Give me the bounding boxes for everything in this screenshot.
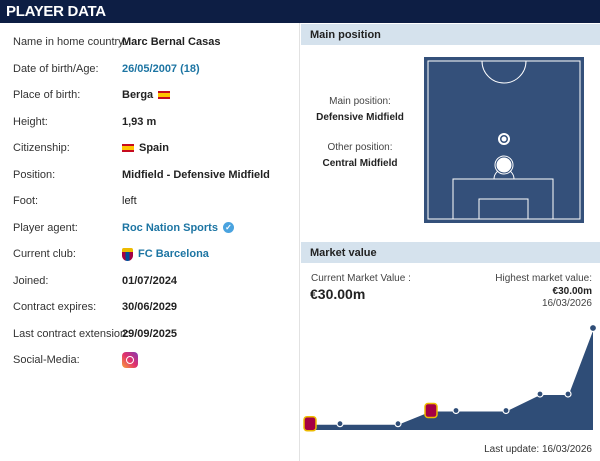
info-value: 1,93 m — [122, 115, 157, 128]
info-label: Date of birth/Age: — [13, 62, 99, 75]
spain-flag-icon — [122, 144, 134, 152]
main-position-header: Main position — [301, 24, 600, 45]
last-update: Last update: 16/03/2026 — [484, 444, 592, 455]
last-update-value: 16/03/2026 — [541, 444, 592, 455]
info-label: Place of birth: — [13, 89, 81, 101]
info-row: Joined: 01/07/2024 — [13, 273, 177, 289]
highest-market-value-label: Highest market value: — [495, 273, 592, 284]
info-value: Berga — [122, 89, 154, 101]
current-market-value: €30.00m — [310, 286, 366, 302]
info-value: Spain — [139, 142, 169, 154]
market-value-point[interactable] — [536, 390, 544, 398]
verified-check-icon: ✓ — [222, 222, 234, 233]
other-position-label: Other position: — [327, 142, 393, 153]
info-label: Citizenship: — [13, 142, 70, 154]
info-row: Foot: left — [13, 193, 137, 209]
info-label: Social-Media: — [13, 354, 80, 366]
current-market-value-label: Current Market Value : — [311, 273, 411, 284]
pitch-diagram — [424, 57, 584, 223]
spain-flag-icon — [158, 91, 171, 99]
info-label: Joined: — [13, 274, 49, 287]
info-value: 01/07/2024 — [122, 274, 178, 287]
info-row: Height: 1,93 m — [13, 114, 156, 130]
main-position-label: Main position: — [329, 96, 391, 107]
info-value[interactable]: Roc Nation Sports — [122, 221, 218, 234]
info-value[interactable]: 26/05/2007 (18) — [122, 62, 200, 75]
market-value-point[interactable] — [452, 406, 460, 415]
club-crest-marker[interactable] — [303, 415, 317, 432]
info-value: 30/06/2029 — [122, 301, 178, 313]
info-row: Place of birth: Berga — [13, 87, 171, 103]
info-value: Midfield - Defensive Midfield — [122, 168, 270, 181]
fc-barcelona-crest-icon[interactable] — [122, 247, 133, 261]
info-row: Date of birth/Age: 26/05/2007 (18) — [13, 61, 200, 77]
instagram-icon[interactable] — [122, 352, 138, 368]
highest-market-value: €30.00m — [552, 286, 592, 297]
market-value-point[interactable] — [394, 420, 402, 428]
info-label: Height: — [13, 115, 48, 128]
info-value[interactable]: FC Barcelona — [138, 248, 209, 260]
section-header: PLAYER DATA — [0, 0, 600, 23]
info-label: Contract expires: — [13, 301, 97, 313]
info-label: Current club: — [13, 248, 76, 260]
info-value: left — [122, 195, 137, 207]
player-data-panel — [0, 23, 300, 461]
info-row: Name in home country: Marc Bernal Casas — [13, 34, 220, 50]
info-label: Player agent: — [13, 221, 78, 234]
info-label: Name in home country: — [13, 36, 127, 48]
info-row: Citizenship: Spain — [13, 140, 169, 156]
info-row: Current club: FC Barcelona — [13, 246, 209, 262]
info-label: Last contract extension: — [13, 327, 130, 340]
info-value: Marc Bernal Casas — [122, 36, 221, 48]
info-row: Contract expires: 30/06/2029 — [13, 299, 177, 315]
main-position-value: Defensive Midfield — [316, 112, 404, 123]
market-value-point[interactable] — [502, 406, 510, 415]
market-value-area — [310, 328, 593, 430]
main-position-marker — [495, 156, 513, 174]
other-position-value: Central Midfield — [322, 158, 398, 169]
info-row: Position: Midfield - Defensive Midfield — [13, 167, 270, 183]
market-value-point[interactable] — [588, 323, 598, 333]
info-row: Last contract extension: 29/09/2025 — [13, 326, 177, 342]
info-label: Foot: — [13, 195, 39, 207]
other-position-marker — [498, 133, 510, 145]
highest-market-value-date: 16/03/2026 — [541, 298, 592, 309]
last-update-label: Last update: — [484, 444, 540, 455]
info-row: Social-Media: — [13, 352, 138, 368]
info-value: 29/09/2025 — [122, 327, 178, 340]
club-crest-marker[interactable] — [424, 402, 438, 419]
info-label: Position: — [13, 168, 56, 181]
market-value-header: Market value — [301, 242, 600, 263]
info-row: Player agent: Roc Nation Sports ✓ — [13, 220, 234, 236]
market-value-chart[interactable] — [300, 320, 600, 435]
market-value-point[interactable] — [564, 390, 572, 398]
market-value-point[interactable] — [336, 420, 344, 428]
